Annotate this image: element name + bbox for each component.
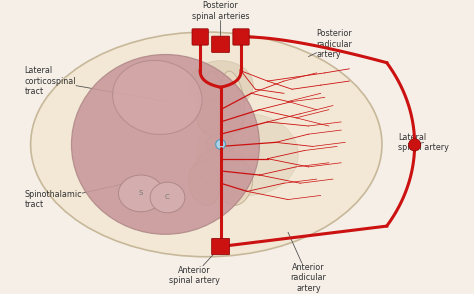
- Ellipse shape: [112, 60, 202, 134]
- Ellipse shape: [118, 175, 164, 212]
- Ellipse shape: [72, 54, 259, 234]
- Text: C: C: [165, 195, 170, 201]
- Circle shape: [409, 139, 421, 151]
- FancyBboxPatch shape: [211, 36, 229, 52]
- Text: Anterior
spinal artery: Anterior spinal artery: [169, 246, 220, 285]
- Text: Spinothalamic
tract: Spinothalamic tract: [25, 179, 145, 209]
- Text: Lateral
corticospinal
tract: Lateral corticospinal tract: [25, 66, 165, 101]
- Ellipse shape: [188, 61, 253, 110]
- Text: S: S: [139, 191, 143, 196]
- Text: Lateral
spinal artery: Lateral spinal artery: [398, 133, 449, 152]
- Ellipse shape: [198, 97, 243, 138]
- Ellipse shape: [196, 71, 220, 132]
- Text: Posterior
spinal arteries: Posterior spinal arteries: [192, 1, 249, 37]
- Ellipse shape: [206, 134, 235, 155]
- Ellipse shape: [196, 148, 245, 185]
- Text: Posterior
radicular
artery: Posterior radicular artery: [309, 29, 353, 59]
- Text: Anterior
radicular
artery: Anterior radicular artery: [288, 232, 327, 293]
- FancyBboxPatch shape: [192, 29, 209, 45]
- Ellipse shape: [150, 182, 185, 213]
- FancyBboxPatch shape: [211, 238, 229, 255]
- Circle shape: [216, 139, 226, 149]
- Ellipse shape: [221, 71, 245, 132]
- FancyBboxPatch shape: [233, 29, 249, 45]
- Ellipse shape: [221, 161, 253, 206]
- Ellipse shape: [196, 114, 298, 196]
- Ellipse shape: [31, 32, 382, 257]
- Ellipse shape: [189, 161, 220, 206]
